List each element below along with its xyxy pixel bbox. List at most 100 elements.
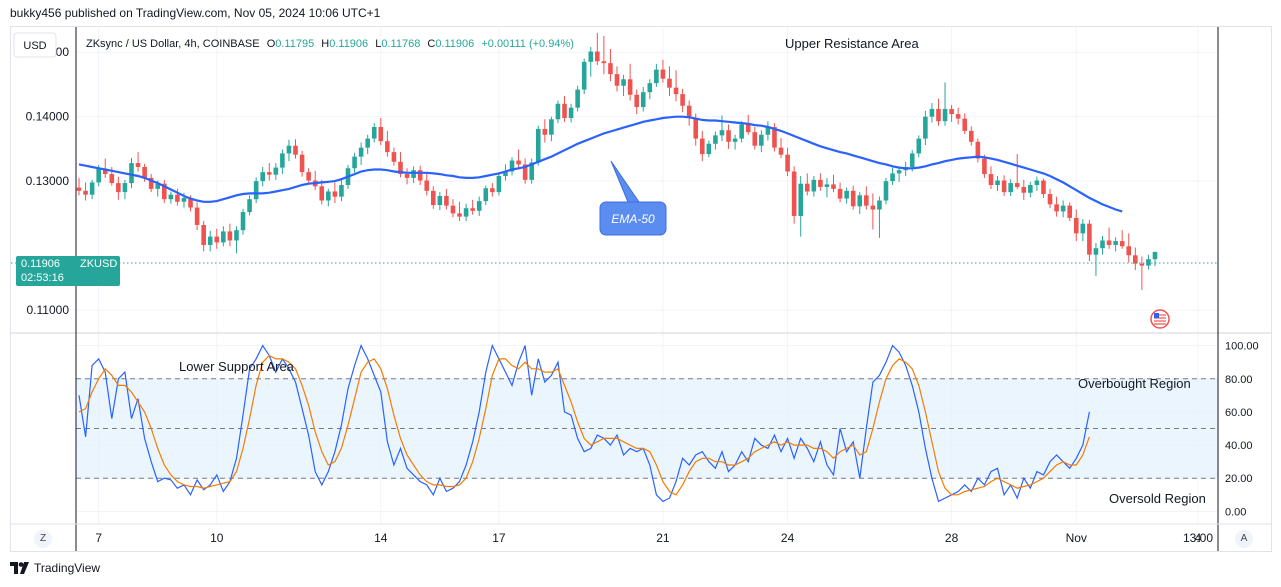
- candle-body: [726, 130, 731, 142]
- candle-body: [667, 78, 672, 88]
- candle-body: [299, 154, 305, 173]
- candle-body: [371, 126, 377, 139]
- candle-body: [883, 181, 889, 201]
- candle-body: [1014, 183, 1020, 187]
- time-tick-label: 10: [210, 531, 224, 545]
- candle-body: [752, 132, 758, 146]
- candle-body: [595, 51, 600, 62]
- time-tick-label: 28: [945, 531, 959, 545]
- candle-body: [1113, 241, 1118, 245]
- candle-body: [247, 199, 252, 213]
- candle-body: [516, 160, 521, 165]
- candle-body: [732, 138, 738, 142]
- candle-body: [831, 184, 836, 189]
- candle-body: [129, 163, 134, 184]
- legend-change: +0.00111 (+0.94%): [481, 38, 574, 50]
- candle-body: [844, 190, 849, 199]
- legend-l-label: L: [375, 38, 381, 50]
- candle-body: [142, 166, 147, 178]
- candle-body: [326, 191, 331, 201]
- candle-body: [988, 174, 994, 186]
- candle-body: [870, 205, 876, 210]
- candle-body: [1041, 180, 1046, 195]
- candle-body: [1133, 255, 1138, 264]
- legend-c-label: C: [427, 38, 435, 50]
- candle-body: [1119, 241, 1125, 247]
- candle-body: [391, 152, 397, 162]
- candle-body: [234, 230, 239, 241]
- candle-body: [535, 128, 541, 163]
- oscillator-tick-label: 20.00: [1225, 473, 1253, 485]
- candle-body: [542, 128, 548, 135]
- candle-body: [647, 83, 653, 93]
- candle-body: [575, 89, 580, 108]
- legend-c-value: 0.11906: [435, 38, 474, 50]
- candle-body: [365, 138, 370, 148]
- candle-body: [562, 103, 567, 118]
- candle-body: [581, 61, 587, 90]
- candle-body: [890, 173, 895, 182]
- candle-body: [293, 145, 298, 155]
- candle-body: [260, 172, 266, 182]
- candle-body: [332, 191, 338, 197]
- legend-l-value: 0.11768: [381, 38, 420, 50]
- candle-body: [713, 135, 718, 144]
- candle-body: [135, 163, 141, 167]
- footer: TradingView: [10, 561, 100, 575]
- candle-body: [916, 138, 922, 154]
- candle-body: [1139, 263, 1145, 266]
- candle-body: [1126, 246, 1132, 256]
- price-candles[interactable]: [76, 32, 1158, 291]
- candle-body: [949, 108, 954, 115]
- currency-button-bg[interactable]: [13, 32, 57, 58]
- candle-body: [1067, 205, 1073, 218]
- ema-50-line[interactable]: [78, 115, 1123, 213]
- candle-body: [319, 186, 325, 201]
- candle-body: [877, 200, 882, 210]
- candle-body: [483, 188, 489, 202]
- candle-body: [1087, 223, 1092, 255]
- candle-body: [864, 195, 869, 206]
- time-tick-label: 17: [492, 531, 506, 545]
- candle-body: [417, 170, 423, 181]
- candle-body: [634, 94, 639, 108]
- ema-callout[interactable]: EMA-50: [599, 160, 667, 236]
- candle-body: [1001, 180, 1007, 193]
- candle-body: [968, 130, 974, 142]
- candle-body: [693, 117, 699, 139]
- candle-body: [253, 181, 259, 200]
- price-tick-label: 0.11000: [27, 303, 70, 317]
- log-scale-button[interactable]: Z: [34, 530, 52, 548]
- candle-body: [352, 156, 357, 169]
- candle-body: [378, 126, 384, 142]
- candle-body: [929, 108, 935, 117]
- candle-body: [168, 194, 174, 200]
- candle-body: [699, 138, 705, 155]
- candle-body: [1152, 252, 1158, 260]
- candle-body: [804, 183, 810, 192]
- candle-body: [89, 182, 95, 195]
- candle-body: [850, 190, 856, 207]
- candle-body: [837, 188, 843, 199]
- tradingview-brand: TradingView: [34, 561, 101, 575]
- time-tick-label: 4: [1195, 531, 1202, 545]
- currency-button[interactable]: USD: [23, 40, 46, 52]
- price-tick-label: 0.13000: [26, 174, 70, 188]
- candle-body: [404, 174, 410, 178]
- candle-body: [522, 164, 528, 180]
- candle-body: [549, 119, 554, 135]
- candle-body: [339, 185, 344, 197]
- candle-body: [896, 170, 902, 174]
- candle-body: [765, 126, 771, 135]
- auto-scale-button[interactable]: A: [1235, 530, 1253, 548]
- candle-body: [240, 212, 246, 231]
- price-badge: 0.11906 ZKUSD 02:53:16: [16, 256, 120, 286]
- us-economic-event-icon[interactable]: [1150, 309, 1170, 329]
- legend-symbol: ZKsync / US Dollar, 4h, COINBASE: [86, 38, 260, 50]
- candle-body: [1021, 186, 1027, 193]
- candle-body: [181, 197, 187, 202]
- candle-body: [437, 195, 443, 205]
- oscillator-k-line[interactable]: [78, 343, 1090, 503]
- oscillator-d-line[interactable]: [78, 354, 1090, 496]
